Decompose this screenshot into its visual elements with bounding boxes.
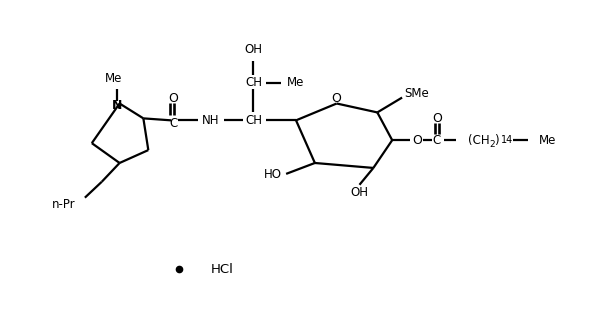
Text: 14: 14 (501, 135, 513, 145)
Text: Me: Me (288, 76, 305, 89)
Text: CH: CH (245, 76, 262, 89)
Text: CH: CH (245, 114, 262, 127)
Text: O: O (168, 92, 178, 105)
Text: HO: HO (264, 169, 282, 181)
Text: O: O (332, 92, 341, 105)
Text: N: N (111, 99, 122, 112)
Text: OH: OH (244, 43, 262, 56)
Text: Me: Me (539, 134, 556, 147)
Text: Me: Me (105, 72, 122, 85)
Text: HCl: HCl (211, 263, 234, 275)
Text: OH: OH (350, 186, 368, 199)
Text: n-Pr: n-Pr (52, 198, 76, 211)
Text: NH: NH (202, 114, 219, 127)
Text: (CH: (CH (468, 134, 489, 147)
Text: ): ) (494, 134, 499, 147)
Text: C: C (432, 134, 441, 147)
Text: O: O (432, 112, 441, 125)
Text: O: O (412, 134, 422, 147)
Text: 2: 2 (489, 140, 495, 149)
Text: SMe: SMe (404, 87, 429, 100)
Text: C: C (169, 117, 177, 130)
